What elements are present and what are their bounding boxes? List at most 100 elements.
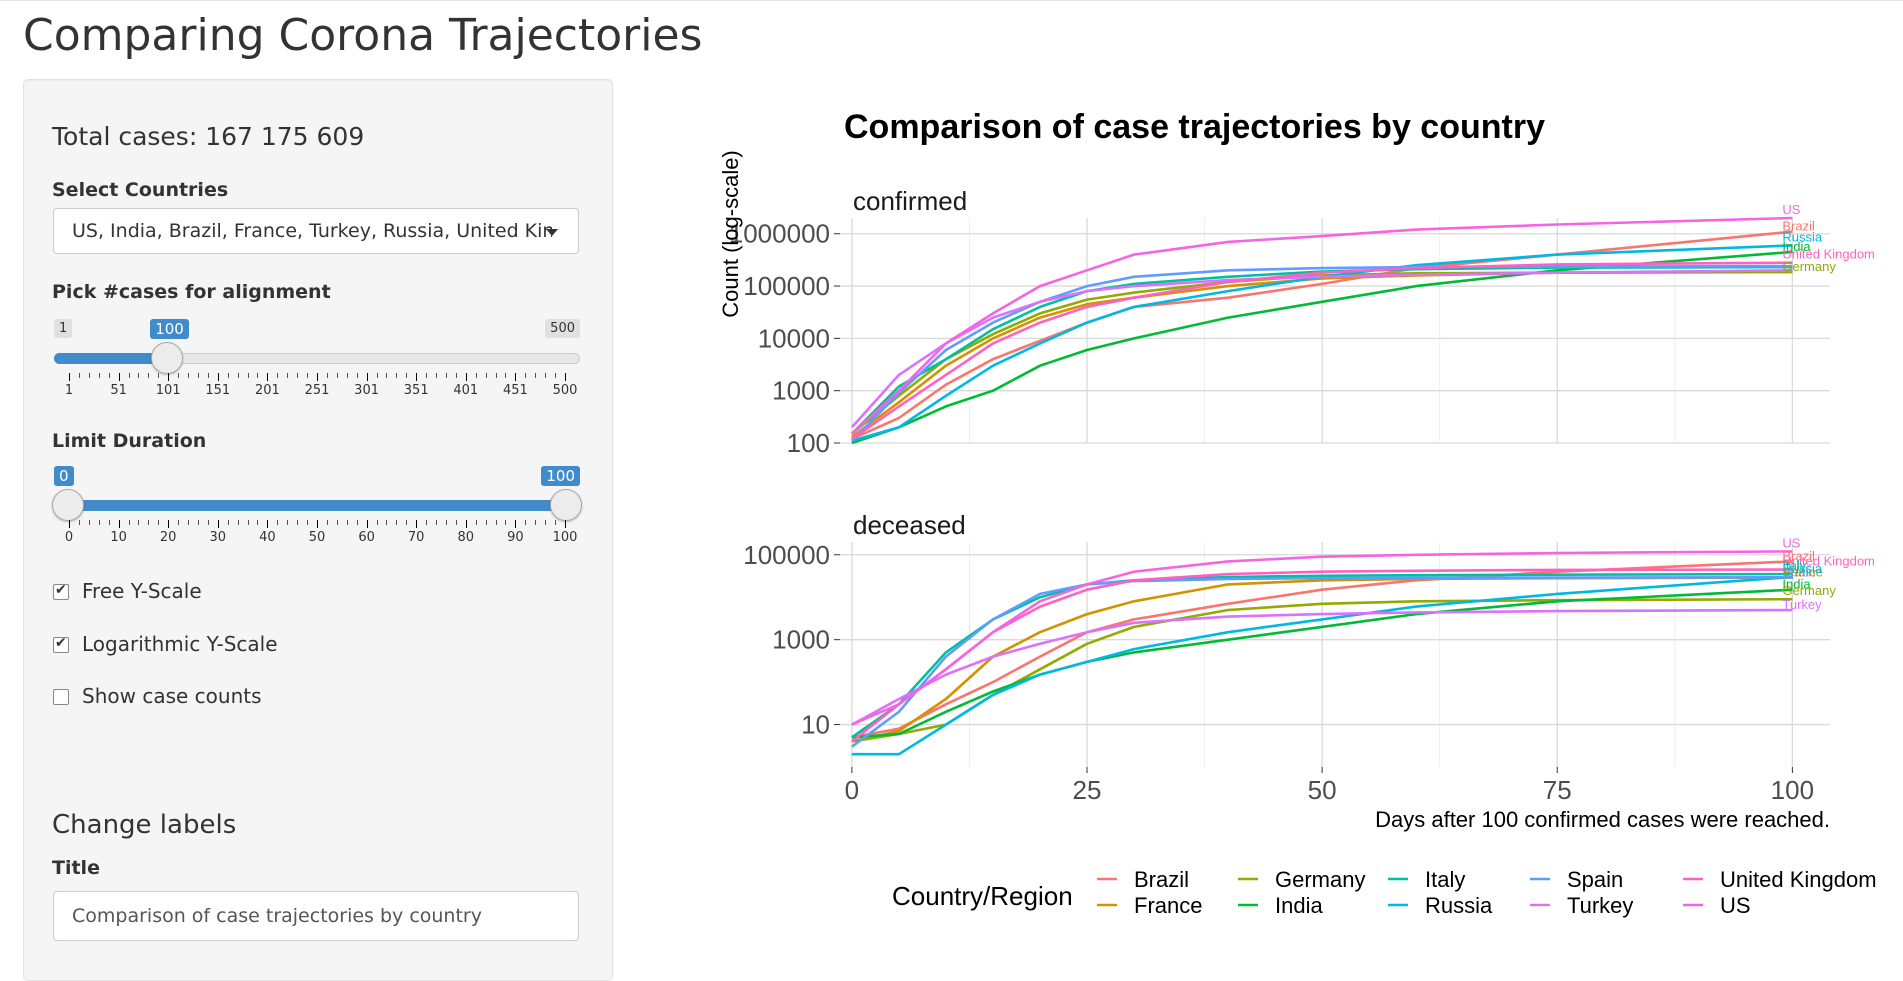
legend-label: India	[1275, 893, 1323, 918]
x-tick-label: 0	[845, 775, 859, 805]
slider-minor-tick	[455, 373, 457, 378]
end-label: India	[1782, 577, 1811, 592]
slider-value-bubble: 100	[150, 319, 189, 339]
slider-minor-tick	[426, 520, 428, 525]
end-label: United Kingdom	[1782, 247, 1875, 262]
slider-minor-tick	[336, 520, 338, 525]
slider-minor-tick	[237, 520, 239, 525]
slider-minor-tick	[326, 520, 328, 525]
slider-minor-tick	[356, 520, 358, 525]
free-y-scale-label: Free Y-Scale	[82, 579, 202, 603]
slider-tick	[168, 373, 170, 381]
slider-tick-label: 51	[110, 383, 127, 398]
slider-minor-tick	[297, 373, 299, 378]
slider-minor-tick	[197, 520, 199, 525]
y-tick-label: 10000	[758, 323, 830, 353]
slider-tick	[118, 520, 120, 528]
slider-tick-label: 20	[159, 530, 177, 545]
slider-minor-tick	[376, 520, 378, 525]
legend-label: Russia	[1425, 893, 1493, 918]
slider-minor-tick	[138, 373, 140, 378]
slider-minor-tick	[505, 520, 507, 525]
slider-minor-tick	[178, 520, 180, 525]
duration-slider[interactable]: 0 100 0 10 20 30 40 50 60 70 80 90 100	[52, 466, 582, 566]
slider-tick	[565, 373, 566, 381]
slider-minor-tick	[287, 373, 289, 378]
slider-tick-label: 10	[110, 530, 127, 545]
slider-low-handle[interactable]	[52, 489, 84, 521]
slider-minor-tick	[386, 373, 388, 378]
slider-tick	[416, 373, 418, 381]
legend-label: Germany	[1275, 867, 1365, 892]
slider-minor-tick	[336, 373, 338, 378]
slider-tick-label: 500	[552, 383, 578, 398]
slider-tick-label: 451	[502, 383, 528, 398]
slider-minor-tick	[98, 373, 100, 378]
end-label: Brazil	[1782, 548, 1815, 563]
slider-minor-tick	[297, 520, 299, 525]
legend-title: Country/Region	[892, 881, 1073, 911]
slider-minor-tick	[227, 373, 229, 378]
end-label: Russia	[1782, 561, 1823, 576]
country-select[interactable]: US, India, Brazil, France, Turkey, Russi…	[53, 208, 579, 254]
end-label: US	[1782, 202, 1800, 217]
end-label: Germany	[1782, 583, 1836, 598]
slider-tick	[565, 520, 566, 528]
slider-minor-tick	[287, 520, 289, 525]
alignment-slider-label: Pick #cases for alignment	[52, 281, 331, 303]
slider-tick	[69, 373, 70, 381]
slider-tick	[118, 373, 120, 381]
y-tick-label: 100	[787, 428, 830, 458]
slider-minor-tick	[495, 373, 497, 378]
slider-minor-tick	[247, 520, 249, 525]
end-label: India	[1782, 239, 1811, 254]
end-label: Germany	[1782, 259, 1836, 274]
top-border	[0, 0, 1903, 1]
series-line-united-kingdom	[851, 261, 1793, 440]
slider-tick	[465, 520, 467, 528]
slider-minor-tick	[128, 520, 130, 525]
slider-minor-tick	[545, 373, 547, 378]
slider-minor-tick	[426, 373, 428, 378]
slider-minor-tick	[257, 520, 259, 525]
slider-minor-tick	[555, 520, 557, 525]
slider-tick	[416, 520, 418, 528]
slider-tick-label: 201	[254, 383, 280, 398]
slider-minor-tick	[188, 373, 190, 378]
slider-minor-tick	[158, 373, 160, 378]
slider-minor-tick	[396, 373, 398, 378]
x-axis-label: Days after 100 confirmed cases were reac…	[1375, 807, 1830, 832]
legend-label: France	[1134, 893, 1202, 918]
slider-minor-tick	[455, 520, 457, 525]
series-line-turkey	[851, 608, 1793, 726]
y-tick-label: 100000	[743, 271, 830, 301]
slider-minor-tick	[356, 373, 358, 378]
alignment-slider[interactable]: 1 500 100 1 51 101 151 201 251 301 351 401 451 500	[54, 319, 580, 419]
slider-minor-tick	[545, 520, 547, 525]
legend-label: Brazil	[1134, 867, 1189, 892]
end-label: US	[1782, 535, 1800, 550]
slider-minor-tick	[158, 520, 160, 525]
show-case-counts-checkbox[interactable]	[53, 689, 69, 705]
y-tick-label: 1000000	[729, 219, 830, 249]
slider-high-handle[interactable]	[550, 489, 582, 521]
slider-tick-label: 151	[205, 383, 231, 398]
slider-tick	[317, 373, 318, 381]
slider-handle[interactable]	[151, 342, 184, 374]
slider-tick-label: 60	[358, 530, 375, 545]
series-line-russia	[851, 575, 1793, 756]
slider-minor-tick	[108, 520, 110, 525]
log-y-scale-checkbox[interactable]	[53, 635, 69, 653]
slider-minor-tick	[78, 520, 80, 525]
country-select-value: US, India, Brazil, France, Turkey, Russi…	[72, 220, 552, 242]
slider-minor-tick	[277, 520, 279, 525]
slider-minor-tick	[346, 373, 348, 378]
free-y-scale-checkbox[interactable]	[53, 582, 69, 600]
slider-minor-tick	[535, 520, 537, 525]
title-input[interactable]	[53, 891, 579, 941]
series-line-us	[851, 550, 1793, 726]
slider-minor-tick	[257, 373, 259, 378]
slider-minor-tick	[247, 373, 249, 378]
slider-low-bubble: 0	[54, 466, 74, 486]
slider-tick	[217, 520, 219, 528]
